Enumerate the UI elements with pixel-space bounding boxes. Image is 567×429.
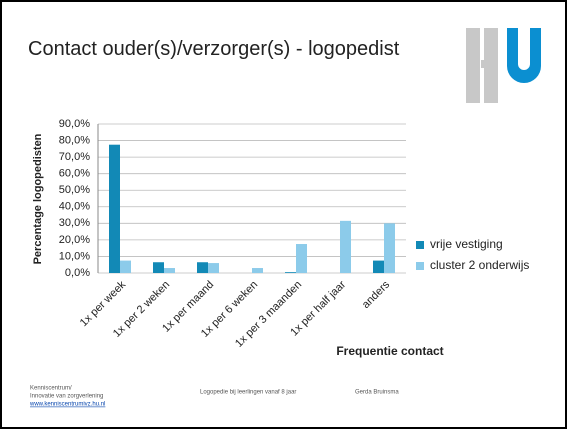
bar — [164, 268, 175, 273]
legend-swatch — [416, 241, 424, 249]
footer-link[interactable]: www.kenniscentrumivz.hu.nl — [29, 402, 105, 408]
y-tick-label: 40,0% — [59, 201, 90, 213]
y-tick-label: 20,0% — [59, 234, 90, 246]
y-axis-label: Percentage logopedisten — [32, 133, 44, 264]
y-tick-label: 30,0% — [59, 217, 90, 229]
bar — [120, 260, 131, 273]
y-tick-label: 60,0% — [59, 168, 90, 180]
bar — [296, 244, 307, 273]
y-tick-label: 10,0% — [59, 250, 90, 262]
bar — [285, 272, 296, 273]
bar — [109, 144, 120, 273]
bar — [197, 262, 208, 273]
y-tick-label: 80,0% — [59, 134, 90, 146]
logo-bar — [466, 28, 480, 103]
bar — [384, 223, 395, 273]
y-tick-label: 70,0% — [59, 151, 90, 163]
footer-org: Innovatie van zorgverlening — [30, 394, 103, 400]
bar — [340, 220, 351, 273]
logo — [466, 28, 541, 103]
legend-label: cluster 2 onderwijs — [430, 258, 529, 272]
y-tick-label: 0,0% — [65, 267, 90, 279]
legend-label: vrije vestiging — [430, 237, 503, 251]
bar — [373, 260, 384, 273]
footer-author: Gerda Bruinsma — [355, 390, 399, 396]
x-axis-label: Frequentie contact — [336, 344, 443, 358]
bar — [252, 268, 263, 273]
title-box: Contact ouder(s)/verzorger(s) - logopedi… — [28, 38, 400, 60]
logo-bar — [484, 28, 498, 103]
chart-title: Contact ouder(s)/verzorger(s) - logopedi… — [28, 38, 400, 60]
legend-swatch — [416, 262, 424, 270]
bar — [208, 263, 219, 273]
footer-org: Kenniscentrum/ — [30, 386, 72, 392]
logo-u — [507, 28, 541, 83]
logo-bar — [481, 60, 487, 68]
y-tick-label: 50,0% — [59, 184, 90, 196]
y-tick-label: 90,0% — [59, 118, 90, 130]
bar — [153, 262, 164, 273]
footer-subject: Logopedie bij leerlingen vanaf 8 jaar — [200, 390, 296, 396]
